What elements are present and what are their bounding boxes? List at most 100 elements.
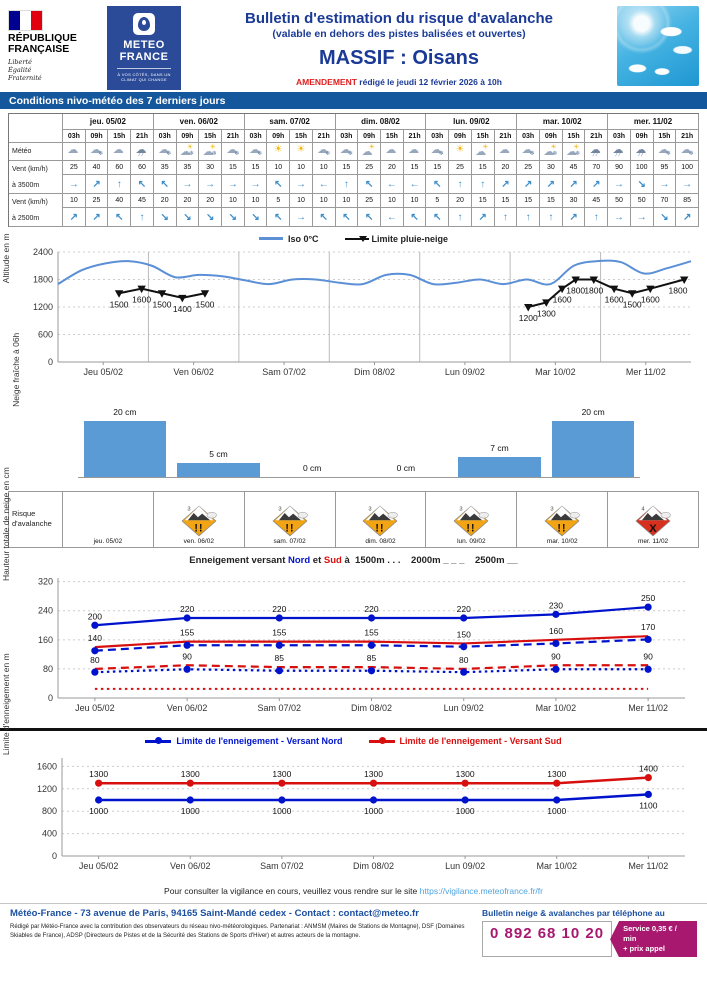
svg-text:80: 80 <box>43 664 53 674</box>
vigilance-text: Pour consulter la vigilance en cours, ve… <box>164 886 420 896</box>
wind-speed-3500: 40 <box>85 161 109 175</box>
hour-header: 21h <box>312 130 336 143</box>
avalanche-risk-4-icon: 4X <box>635 505 671 537</box>
snow-icon: ☁ ❄ <box>430 144 444 158</box>
weather-cell: ☁ ❄ <box>335 143 359 161</box>
contact-address[interactable]: Météo-France - 73 avenue de Paris, 94165… <box>10 908 419 919</box>
svg-text:1100: 1100 <box>639 800 658 810</box>
snow-icon: ☁ ❄ <box>680 144 694 158</box>
hour-header: 03h <box>517 130 540 143</box>
weather-cell: ☀ ☁ ❄ <box>562 143 586 161</box>
avalanche-risk-table: Risque d'avalanche jeu. 05/02 3!! ven. 06/02… <box>8 491 699 548</box>
sun-icon: ☀ <box>455 144 465 155</box>
vigilance-link[interactable]: https://vigilance.meteofrance.fr/fr <box>419 886 543 896</box>
wind-direction-2500: ↘ <box>176 208 200 227</box>
rf-motto-2: Égalité <box>8 66 32 75</box>
nivo-meteo-table: jeu. 05/02 ven. 06/02 sam. 07/02 dim. 08/02… <box>8 113 699 227</box>
wind-speed-2500: 10 <box>335 194 359 208</box>
wind-direction-3500: ↖ <box>267 175 291 194</box>
svg-text:Mer 11/02: Mer 11/02 <box>626 367 666 377</box>
snow-limit-ylabel: Limite d'enneigement en m <box>1 653 11 756</box>
wind-speed-3500: 25 <box>517 161 540 175</box>
hour-header: 03h <box>63 130 86 143</box>
wind-direction-2500: ← <box>380 208 404 227</box>
snow-icon: ☁ ❄ <box>339 144 353 158</box>
weather-cell: ☁ ❄ <box>244 143 268 161</box>
svg-text:140: 140 <box>88 633 102 643</box>
svg-text:220: 220 <box>457 604 471 614</box>
sun-cloud-icon: ☀ ☁ <box>475 144 489 158</box>
risk-day-cell: jeu. 05/02 <box>63 492 154 548</box>
svg-text:Lun 09/02: Lun 09/02 <box>445 861 485 871</box>
wind-speed-3500: 15 <box>471 161 495 175</box>
sun-icon: ☀ <box>296 144 306 155</box>
svg-text:Dim 08/02: Dim 08/02 <box>354 367 395 377</box>
legend-limite-pluie-neige: Limite pluie-neige <box>344 234 448 244</box>
mf-name-1: METEO <box>123 39 165 52</box>
wind-speed-3500: 15 <box>426 161 450 175</box>
rf-motto-1: Liberté <box>8 58 32 67</box>
legend-iso0-label: Iso 0°C <box>287 233 319 244</box>
title-post: à 1500m . . . 2000m _ _ _ 2500m __ <box>341 555 518 566</box>
svg-text:80: 80 <box>90 655 100 665</box>
svg-text:85: 85 <box>275 653 285 663</box>
wind-speed-3500: 60 <box>108 161 132 175</box>
mf-tagline-2: CLIMAT QUI CHANGE <box>121 77 167 83</box>
svg-text:230: 230 <box>549 600 563 610</box>
risk-date-label: mer. 11/02 <box>637 538 669 545</box>
wind-speed-2500: 45 <box>131 194 154 208</box>
title-nord: Nord <box>288 555 311 566</box>
wind-direction-3500: ↑ <box>108 175 132 194</box>
footer: Météo-France - 73 avenue de Paris, 94165… <box>0 903 707 958</box>
limite-line-swatch <box>344 237 369 240</box>
svg-text:320: 320 <box>38 577 53 587</box>
iso0-line-swatch <box>258 237 283 240</box>
svg-text:1500: 1500 <box>623 299 642 309</box>
legend-sud-label: Limite de l'enneigement - Versant Sud <box>399 735 562 746</box>
amendment-label: AMENDEMENT <box>296 77 357 87</box>
sun-icon: ☀ <box>273 144 283 155</box>
weather-cell: ☁ ❄ <box>312 143 336 161</box>
wind-speed-2500: 20 <box>176 194 200 208</box>
iso-chart-ylabel: Altitude en m <box>1 233 11 284</box>
snow-limit-chart-block: Limite de l'enneigement - Versant Nord L… <box>1 653 699 883</box>
svg-text:3: 3 <box>460 506 463 512</box>
snow-limit-chart-svg: 0 400 800 1200 1600 Jeu 05/02 Ven 06/02 Sam 07/… <box>37 758 685 871</box>
risk-date-label: sam. 07/02 <box>273 538 306 545</box>
nord-line-swatch <box>145 737 172 744</box>
avalanche-risk-3-icon: 3!! <box>362 505 399 537</box>
wind-direction-3500: ↘ <box>630 175 654 194</box>
wind-speed-2500: 10 <box>380 194 404 208</box>
svg-text:Dim 08/02: Dim 08/02 <box>351 703 392 713</box>
fresh-snow-bar-slot: 7 cm <box>453 397 547 477</box>
fresh-snow-bar-slot: 0 cm <box>265 397 359 477</box>
wind-direction-2500: ↘ <box>653 208 677 227</box>
snow-icon: ☁ ❄ <box>158 144 172 158</box>
hour-header: 09h <box>176 130 200 143</box>
svg-text:Lun 09/02: Lun 09/02 <box>444 703 484 713</box>
svg-text:155: 155 <box>272 628 286 638</box>
svg-text:80: 80 <box>459 655 469 665</box>
footer-right: Bulletin neige & avalanches par téléphon… <box>482 908 697 958</box>
wind-direction-3500: ↑ <box>449 175 472 194</box>
svg-text:1500: 1500 <box>195 299 214 309</box>
wind-speed-2500: 40 <box>108 194 132 208</box>
hour-header: 03h <box>335 130 359 143</box>
svg-text:3: 3 <box>278 506 281 512</box>
fresh-snow-bar-slot: 20 cm <box>78 397 172 477</box>
svg-text:155: 155 <box>180 628 194 638</box>
iso-chart-block: Iso 0°C Limite pluie-neige Altitude en m… <box>1 231 699 389</box>
svg-text:Jeu 05/02: Jeu 05/02 <box>75 703 115 713</box>
day-header: jeu. 05/02 <box>63 114 154 130</box>
meteo-row-label: Météo <box>9 143 63 161</box>
risk-date-label: ven. 06/02 <box>183 538 214 545</box>
wind-direction-2500: ↖ <box>358 208 381 227</box>
snow-icon: ☁ ❄ <box>226 144 240 158</box>
weather-cell: ☀ <box>290 143 313 161</box>
hour-header: 21h <box>131 130 154 143</box>
svg-text:Ven 06/02: Ven 06/02 <box>167 703 208 713</box>
avalanche-risk-3-icon: 3!! <box>181 505 217 537</box>
svg-text:1400: 1400 <box>173 304 192 314</box>
fresh-snow-value: 0 cm <box>302 463 322 473</box>
